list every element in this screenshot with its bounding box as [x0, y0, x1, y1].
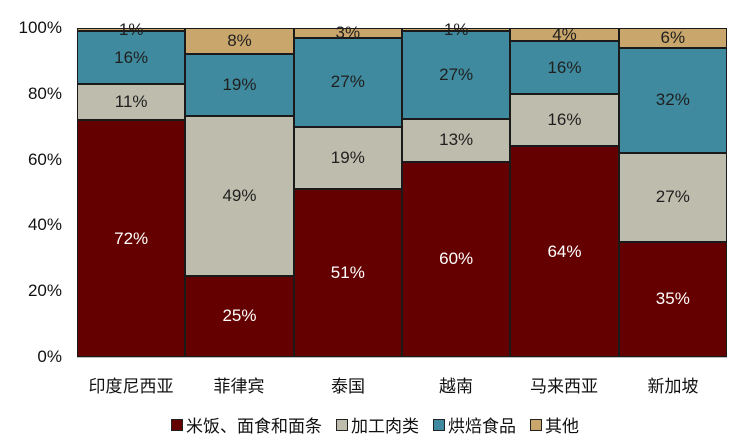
bar-segment: 16% [77, 31, 186, 84]
bar-segment: 49% [185, 115, 294, 276]
bar-segment: 35% [618, 241, 727, 357]
data-label: 3% [335, 22, 361, 42]
bar-segment: 64% [510, 146, 619, 357]
y-tick-40: 40% [27, 215, 62, 234]
y-tick-20: 20% [27, 281, 62, 300]
plot-area: 72% 11% 16% 1% 25% 49% 19% 8% 51% 19% 27% 3% 60% 13% 2… [77, 20, 727, 357]
bar-stack: 72% 11% 16% 1% [77, 20, 186, 357]
bar-segment: 13% [402, 119, 511, 162]
bar-segment: 25% [185, 275, 294, 357]
legend-swatch-icon [530, 418, 542, 431]
data-label: 4% [552, 24, 577, 44]
x-tick-label: 马来西亚 [530, 377, 598, 397]
bar-segment: 32% [618, 47, 727, 154]
x-tick-label: 越南 [439, 377, 473, 397]
y-tick-60: 60% [27, 150, 62, 169]
data-label: 6% [660, 27, 686, 47]
data-label: 27% [655, 187, 690, 207]
bar-segment: 72% [77, 120, 186, 357]
data-label: 1% [443, 19, 469, 39]
data-label: 64% [547, 241, 582, 261]
x-axis-line [77, 357, 727, 358]
bar-segment: 27% [293, 37, 402, 127]
y-tick-100: 100% [18, 18, 62, 37]
data-label: 16% [547, 110, 582, 130]
bar-segment: 27% [618, 153, 727, 242]
data-label: 1% [118, 19, 144, 39]
y-tick-0: 0% [37, 347, 62, 366]
legend-item: 烘焙食品 [433, 412, 516, 437]
bar-segment: 60% [402, 161, 511, 357]
legend-item: 米饭、面食和面条 [171, 412, 322, 437]
bar-segment: 19% [293, 126, 402, 190]
x-tick-label: 菲律宾 [213, 377, 265, 397]
data-label: 72% [114, 228, 149, 248]
y-tick-80: 80% [27, 84, 62, 103]
legend-label: 烘焙食品 [448, 417, 516, 437]
data-label: 13% [439, 130, 474, 150]
bar-segment: 6% [618, 27, 727, 48]
legend-swatch-icon [336, 418, 348, 431]
bar-segment: 8% [185, 28, 294, 55]
data-label: 11% [114, 92, 148, 112]
bar-segment: 16% [510, 41, 619, 94]
x-tick-label: 印度尼西亚 [88, 377, 174, 397]
legend-item: 其他 [530, 412, 579, 437]
data-label: 16% [547, 57, 582, 77]
bar-stack: 51% 19% 27% 3% [293, 23, 402, 357]
bar-stack: 60% 13% 27% 1% [402, 20, 511, 357]
bar-stack: 25% 49% 19% 8% [185, 28, 294, 357]
data-label: 60% [439, 249, 474, 269]
bar-segment: 3% [293, 23, 402, 42]
bar-segment: 4% [510, 25, 619, 44]
data-label: 8% [227, 31, 252, 51]
bar-segment: 1% [77, 20, 186, 39]
x-tick-label: 泰国 [331, 377, 365, 397]
bar-segment: 1% [402, 20, 511, 39]
data-label: 25% [222, 306, 257, 326]
legend-label: 其他 [545, 417, 579, 437]
bar-segment: 51% [293, 189, 402, 357]
data-label: 49% [222, 185, 257, 205]
data-label: 19% [222, 75, 257, 94]
data-label: 32% [655, 90, 690, 110]
legend-swatch-icon [171, 418, 183, 431]
data-label: 27% [330, 72, 365, 92]
data-label: 16% [114, 47, 149, 67]
bar-segment: 16% [510, 93, 619, 147]
bar-stack: 64% 16% 16% 4% [510, 25, 619, 357]
bar-segment: 27% [402, 31, 511, 120]
data-label: 51% [330, 263, 365, 283]
bar-stack: 35% 27% 32% 6% [618, 27, 727, 357]
data-label: 19% [330, 147, 365, 167]
x-tick-label: 新加坡 [647, 377, 699, 397]
data-label: 27% [439, 65, 474, 85]
legend-item: 加工肉类 [336, 412, 419, 437]
bar-segment: 19% [185, 54, 294, 116]
legend-label: 米饭、面食和面条 [186, 417, 322, 437]
legend: 米饭、面食和面条 加工肉类 烘焙食品 其他 [0, 412, 750, 437]
data-label: 35% [655, 289, 690, 309]
legend-label: 加工肉类 [351, 417, 419, 437]
bar-segment: 11% [77, 83, 186, 121]
legend-swatch-icon [433, 418, 445, 431]
